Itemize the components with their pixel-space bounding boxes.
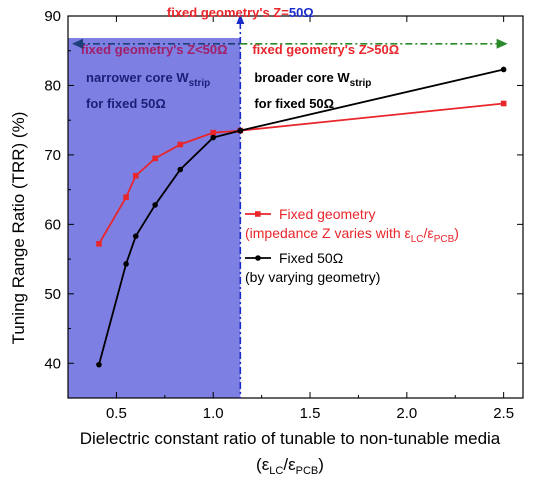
annotation-left-note1-sub: strip: [189, 78, 211, 89]
y-tick-label: 70: [44, 147, 61, 164]
series-1-point: [210, 134, 217, 141]
right-arrowhead: [496, 38, 508, 49]
annotation-right-note1-sub: strip: [350, 78, 372, 89]
series-1-point: [152, 202, 158, 208]
series-line-1: [98, 68, 504, 365]
annotation-left-note1-main: narrower core W: [86, 70, 189, 85]
y-axis-label: Tuning Range Ratio (TRR) (%): [9, 112, 28, 345]
x-tick-label: 1.5: [300, 405, 321, 422]
legend-label-line2-1: (by varying geometry): [245, 269, 380, 285]
plot-frame: [67, 15, 524, 399]
series-0-point: [177, 141, 184, 148]
legend-l2-sub2: PCB: [434, 234, 455, 245]
series-0-point: [132, 172, 139, 179]
x-tick-label: 0.5: [106, 405, 127, 422]
annotation-left-note1: narrower core Wstrip: [86, 70, 210, 89]
series-0-point: [123, 194, 129, 201]
x-tick-label: 1.0: [203, 405, 224, 422]
series-0-point: [210, 129, 217, 136]
x-axis-label: Dielectric constant ratio of tunable to …: [80, 429, 501, 448]
annotation-right-note1: broader core Wstrip: [254, 70, 371, 89]
legend-label-line2-0: (impedance Z varies with εLC/εPCB): [245, 225, 459, 245]
annotation-right-note2: for fixed 50Ω: [254, 96, 334, 111]
x-axis-label-line2-sub1: LC: [269, 465, 283, 477]
annotation-right-header: fixed geometry's Z>50Ω: [252, 42, 399, 57]
annotation-right-note1-main: broader core W: [254, 70, 350, 85]
series-1-point: [132, 233, 139, 239]
x-axis-label-line2-open: (ε: [256, 455, 270, 474]
series-0-point: [152, 155, 158, 162]
x-tick-label: 2.5: [493, 405, 514, 422]
legend-l2-sub1: LC: [411, 234, 424, 245]
x-axis-label-line2-close: ): [318, 455, 324, 474]
x-axis-label-line2-slash: /ε: [283, 455, 296, 474]
legend-l2-a: (impedance Z varies with ε: [245, 225, 411, 241]
shaded-region: [68, 38, 241, 398]
left-arrowhead: [72, 38, 83, 49]
legend-l2-c: ): [454, 225, 459, 241]
annotation-left-header: fixed geometry's Z<50Ω: [81, 42, 228, 57]
series-1-point: [123, 261, 129, 267]
legend-marker-1: [255, 255, 261, 261]
series-0-point: [500, 100, 507, 107]
series-1-point: [96, 361, 102, 368]
y-tick-label: 40: [44, 355, 61, 372]
series-1-point: [237, 127, 244, 134]
y-tick-label: 60: [44, 216, 61, 233]
y-tick-label: 80: [44, 77, 61, 94]
annotation-top-part1: fixed geometry's Z=: [167, 5, 289, 20]
series-1-point: [177, 166, 184, 173]
divider-arrowhead: [236, 14, 245, 24]
y-tick-label: 50: [44, 286, 61, 303]
legend-label-0: Fixed geometry: [279, 206, 375, 222]
series-1-point: [500, 66, 507, 73]
x-axis-label-line2: (εLC/εPCB): [256, 455, 324, 477]
x-tick-label: 2.0: [396, 405, 417, 422]
series-0-point: [96, 241, 102, 247]
legend-label-1: Fixed 50Ω: [279, 250, 343, 266]
x-axis-label-line2-sub2: PCB: [296, 465, 319, 477]
annotation-top: fixed geometry's Z=50Ω: [167, 5, 314, 20]
annotation-top-part2: 50Ω: [289, 5, 314, 20]
legend-l2-b: /ε: [424, 225, 434, 241]
annotation-left-note2: for fixed 50Ω: [86, 96, 166, 111]
y-tick-label: 90: [44, 8, 61, 25]
legend-marker-0: [255, 211, 261, 217]
